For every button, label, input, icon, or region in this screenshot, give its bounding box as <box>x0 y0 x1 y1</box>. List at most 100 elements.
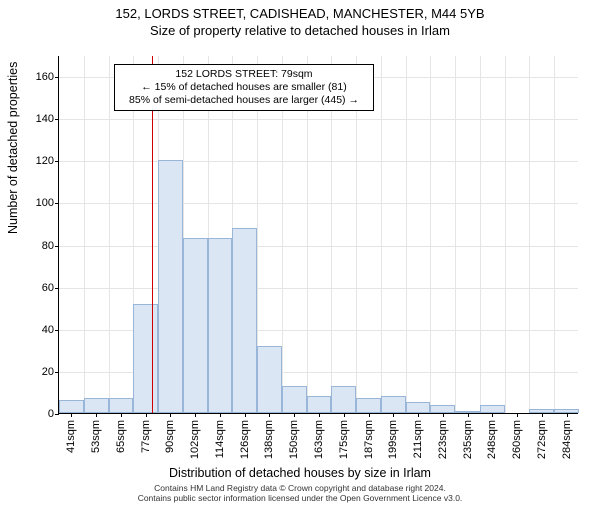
histogram-bar <box>183 238 208 413</box>
gridline-v <box>554 56 555 413</box>
xtick-mark <box>195 413 196 417</box>
ytick-mark <box>55 372 59 373</box>
xtick-label: 41sqm <box>65 420 77 453</box>
xtick-label: 126sqm <box>239 420 251 459</box>
xtick-label: 199sqm <box>387 420 399 459</box>
histogram-bar <box>257 346 282 413</box>
xtick-label: 150sqm <box>288 420 300 459</box>
histogram-bar <box>307 396 332 413</box>
xtick-label: 102sqm <box>189 420 201 459</box>
histogram-bar <box>232 228 257 413</box>
footer-line2: Contains public sector information licen… <box>0 494 600 504</box>
xtick-mark <box>294 413 295 417</box>
histogram-bar <box>480 405 505 413</box>
xtick-label: 211sqm <box>412 420 424 458</box>
xtick-mark <box>369 413 370 417</box>
xtick-mark <box>170 413 171 417</box>
ytick-label: 20 <box>24 366 54 378</box>
xtick-mark <box>517 413 518 417</box>
ytick-label: 0 <box>24 408 54 420</box>
xtick-label: 284sqm <box>561 420 573 459</box>
xtick-mark <box>269 413 270 417</box>
xtick-mark <box>245 413 246 417</box>
histogram-bar <box>282 386 307 413</box>
gridline-v <box>406 56 407 413</box>
histogram-bar <box>430 405 455 413</box>
gridline-v <box>430 56 431 413</box>
gridline-v <box>381 56 382 413</box>
gridline-v <box>505 56 506 413</box>
xtick-mark <box>146 413 147 417</box>
histogram-bar <box>381 396 406 413</box>
xtick-mark <box>567 413 568 417</box>
xtick-mark <box>344 413 345 417</box>
xtick-label: 163sqm <box>313 420 325 459</box>
gridline-v <box>84 56 85 413</box>
annotation-line: 85% of semi-detached houses are larger (… <box>121 94 367 107</box>
gridline-h <box>59 119 578 120</box>
xtick-mark <box>220 413 221 417</box>
xtick-mark <box>542 413 543 417</box>
annotation-box: 152 LORDS STREET: 79sqm← 15% of detached… <box>114 64 374 111</box>
xtick-label: 77sqm <box>140 420 152 453</box>
ytick-mark <box>55 161 59 162</box>
histogram-bar <box>406 402 431 413</box>
ytick-mark <box>55 77 59 78</box>
histogram-bar <box>356 398 381 413</box>
histogram-bar <box>84 398 109 413</box>
histogram-bar <box>158 160 183 413</box>
chart-area: 02040608010012014016041sqm53sqm65sqm77sq… <box>58 56 578 414</box>
ytick-label: 140 <box>24 113 54 125</box>
xtick-label: 248sqm <box>486 420 498 459</box>
xtick-label: 235sqm <box>462 420 474 459</box>
ytick-mark <box>55 330 59 331</box>
ytick-label: 100 <box>24 197 54 209</box>
gridline-h <box>59 288 578 289</box>
xtick-mark <box>319 413 320 417</box>
ytick-label: 160 <box>24 71 54 83</box>
xtick-mark <box>121 413 122 417</box>
ytick-mark <box>55 414 59 415</box>
histogram-bar <box>208 238 233 413</box>
histogram-bar <box>133 304 158 414</box>
histogram-bar <box>59 400 84 413</box>
ytick-label: 120 <box>24 155 54 167</box>
ytick-label: 60 <box>24 282 54 294</box>
xtick-label: 260sqm <box>511 420 523 459</box>
xtick-mark <box>71 413 72 417</box>
ytick-label: 80 <box>24 240 54 252</box>
xtick-mark <box>492 413 493 417</box>
annotation-line: ← 15% of detached houses are smaller (81… <box>121 81 367 94</box>
histogram-bar <box>331 386 356 413</box>
ytick-mark <box>55 246 59 247</box>
xtick-mark <box>468 413 469 417</box>
footer-attribution: Contains HM Land Registry data © Crown c… <box>0 484 600 504</box>
gridline-v <box>109 56 110 413</box>
xtick-mark <box>418 413 419 417</box>
xtick-label: 114sqm <box>214 420 226 458</box>
xtick-label: 53sqm <box>90 420 102 453</box>
x-axis-label: Distribution of detached houses by size … <box>0 466 600 480</box>
gridline-h <box>59 203 578 204</box>
gridline-v <box>480 56 481 413</box>
ytick-mark <box>55 288 59 289</box>
ytick-label: 40 <box>24 324 54 336</box>
xtick-label: 187sqm <box>363 420 375 459</box>
page-subtitle: Size of property relative to detached ho… <box>0 23 600 38</box>
xtick-label: 138sqm <box>263 420 275 459</box>
ytick-mark <box>55 119 59 120</box>
ytick-mark <box>55 203 59 204</box>
xtick-label: 175sqm <box>338 420 350 459</box>
xtick-label: 90sqm <box>164 420 176 453</box>
gridline-h <box>59 246 578 247</box>
xtick-label: 65sqm <box>115 420 127 453</box>
gridline-h <box>59 161 578 162</box>
page-title: 152, LORDS STREET, CADISHEAD, MANCHESTER… <box>0 6 600 21</box>
histogram-bar <box>109 398 134 413</box>
xtick-mark <box>393 413 394 417</box>
xtick-mark <box>443 413 444 417</box>
annotation-line: 152 LORDS STREET: 79sqm <box>121 68 367 81</box>
xtick-label: 223sqm <box>437 420 449 459</box>
xtick-label: 272sqm <box>536 420 548 459</box>
gridline-v <box>455 56 456 413</box>
